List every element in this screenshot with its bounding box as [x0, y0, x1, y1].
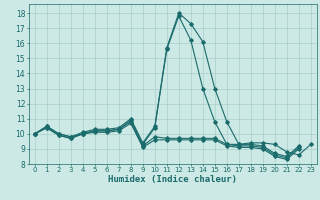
X-axis label: Humidex (Indice chaleur): Humidex (Indice chaleur) [108, 175, 237, 184]
